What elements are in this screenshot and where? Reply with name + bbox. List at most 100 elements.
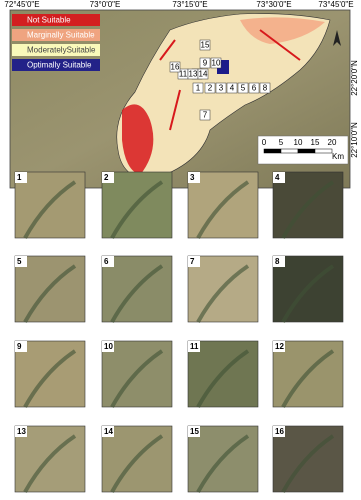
scale-tick: 0: [262, 138, 267, 147]
lon-label: 73°0'0"E: [90, 0, 121, 9]
tile-label-box: [188, 341, 200, 352]
point-label: 6: [252, 84, 257, 93]
tile-label-box: [273, 341, 285, 352]
tile-feature: [281, 180, 335, 239]
tile-label: 15: [190, 427, 199, 436]
point-label: 8: [263, 84, 268, 93]
point-label: 4: [230, 84, 235, 93]
catchment: [116, 13, 331, 181]
point-box: [169, 61, 181, 73]
tile-feature: [110, 180, 164, 239]
tile-label-box: [188, 256, 200, 267]
legend-label: Not Suitable: [27, 16, 71, 25]
lon-label: 73°15'0"E: [172, 0, 207, 9]
tile-feature: [110, 434, 164, 493]
point-label: 14: [199, 70, 208, 79]
point-label: 13: [189, 70, 198, 79]
scale-segment: [280, 148, 299, 154]
point-box: [199, 39, 211, 51]
scale-segment: [297, 148, 316, 154]
legend-swatch: [12, 29, 100, 41]
tile-label: 10: [104, 342, 113, 351]
tile-feature: [196, 434, 250, 493]
point-label: 15: [201, 41, 210, 50]
tile-label-box: [273, 256, 285, 267]
point-box: [192, 82, 204, 94]
tile-label: 8: [275, 257, 280, 266]
point-label: 16: [171, 63, 180, 72]
tile-feature: [110, 349, 164, 408]
unsuitable-zone: [122, 104, 154, 175]
legend-label: ModeratelySuitable: [27, 46, 96, 55]
point-box: [199, 57, 211, 69]
tile-label: 5: [17, 257, 22, 266]
point-box: [215, 82, 227, 94]
lon-label: 73°30'0"E: [256, 0, 291, 9]
tile-label: 12: [275, 342, 284, 351]
scale-bar: 0 5 10 15 20 Km: [257, 135, 349, 165]
tile-label-box: [102, 341, 114, 352]
tile-label-box: [15, 426, 27, 437]
tile-label-box: [273, 426, 285, 437]
tile-label: 2: [104, 173, 109, 182]
tile-label: 7: [190, 257, 195, 266]
tile-feature: [281, 349, 335, 408]
tile-label-box: [15, 341, 27, 352]
tile-label: 3: [190, 173, 195, 182]
tile-label: 4: [275, 173, 280, 182]
point-label: 2: [208, 84, 213, 93]
legend-swatch: [12, 14, 100, 26]
point-box: [237, 82, 249, 94]
tile-label-box: [15, 172, 27, 183]
scale-tick: 20: [328, 138, 337, 147]
tile-label-box: [273, 172, 285, 183]
tile-label-box: [102, 172, 114, 183]
legend-label: Optimally Suitable: [27, 61, 92, 70]
point-label: 5: [241, 84, 246, 93]
tile-feature: [196, 349, 250, 408]
point-label: 1: [196, 84, 201, 93]
tile-label-box: [102, 256, 114, 267]
tile-label: 6: [104, 257, 109, 266]
point-label: 9: [203, 59, 208, 68]
tile-label: 1: [17, 173, 22, 182]
tile-feature: [23, 264, 77, 323]
tile-label: 9: [17, 342, 22, 351]
point-label: 3: [219, 84, 224, 93]
north-arrow: [333, 30, 341, 46]
tile-feature: [110, 264, 164, 323]
point-box: [204, 82, 216, 94]
tile-label-box: [102, 426, 114, 437]
tile-label: 11: [190, 342, 199, 351]
point-label: 11: [179, 70, 188, 79]
point-box: [199, 109, 211, 121]
tile-label-box: [188, 172, 200, 183]
tile-feature: [281, 264, 335, 323]
marginal-zone: [240, 17, 325, 44]
legend-swatch: [12, 59, 100, 71]
point-label: 10: [212, 59, 221, 68]
lat-label: 22°10'0"N: [350, 122, 359, 158]
scale-tick: 15: [311, 138, 320, 147]
scale-tick: 5: [279, 138, 284, 147]
unsuitable-streams: [159, 29, 301, 131]
tile-label-box: [188, 426, 200, 437]
tile-feature: [23, 434, 77, 493]
lon-label: 73°45'0"E: [318, 0, 353, 9]
point-box: [259, 82, 271, 94]
tile-feature: [281, 434, 335, 493]
point-box: [248, 82, 260, 94]
scale-unit: Km: [332, 152, 344, 161]
scale-segment: [263, 148, 282, 154]
tile-feature: [23, 349, 77, 408]
lat-label: 22°20'0"N: [350, 60, 359, 96]
point-box: [226, 82, 238, 94]
tile-label: 16: [275, 427, 284, 436]
tile-label: 14: [104, 427, 113, 436]
point-box: [197, 68, 209, 80]
point-box: [210, 57, 222, 69]
tile-label: 13: [17, 427, 26, 436]
scale-tick: 10: [294, 138, 303, 147]
tile-feature: [196, 264, 250, 323]
